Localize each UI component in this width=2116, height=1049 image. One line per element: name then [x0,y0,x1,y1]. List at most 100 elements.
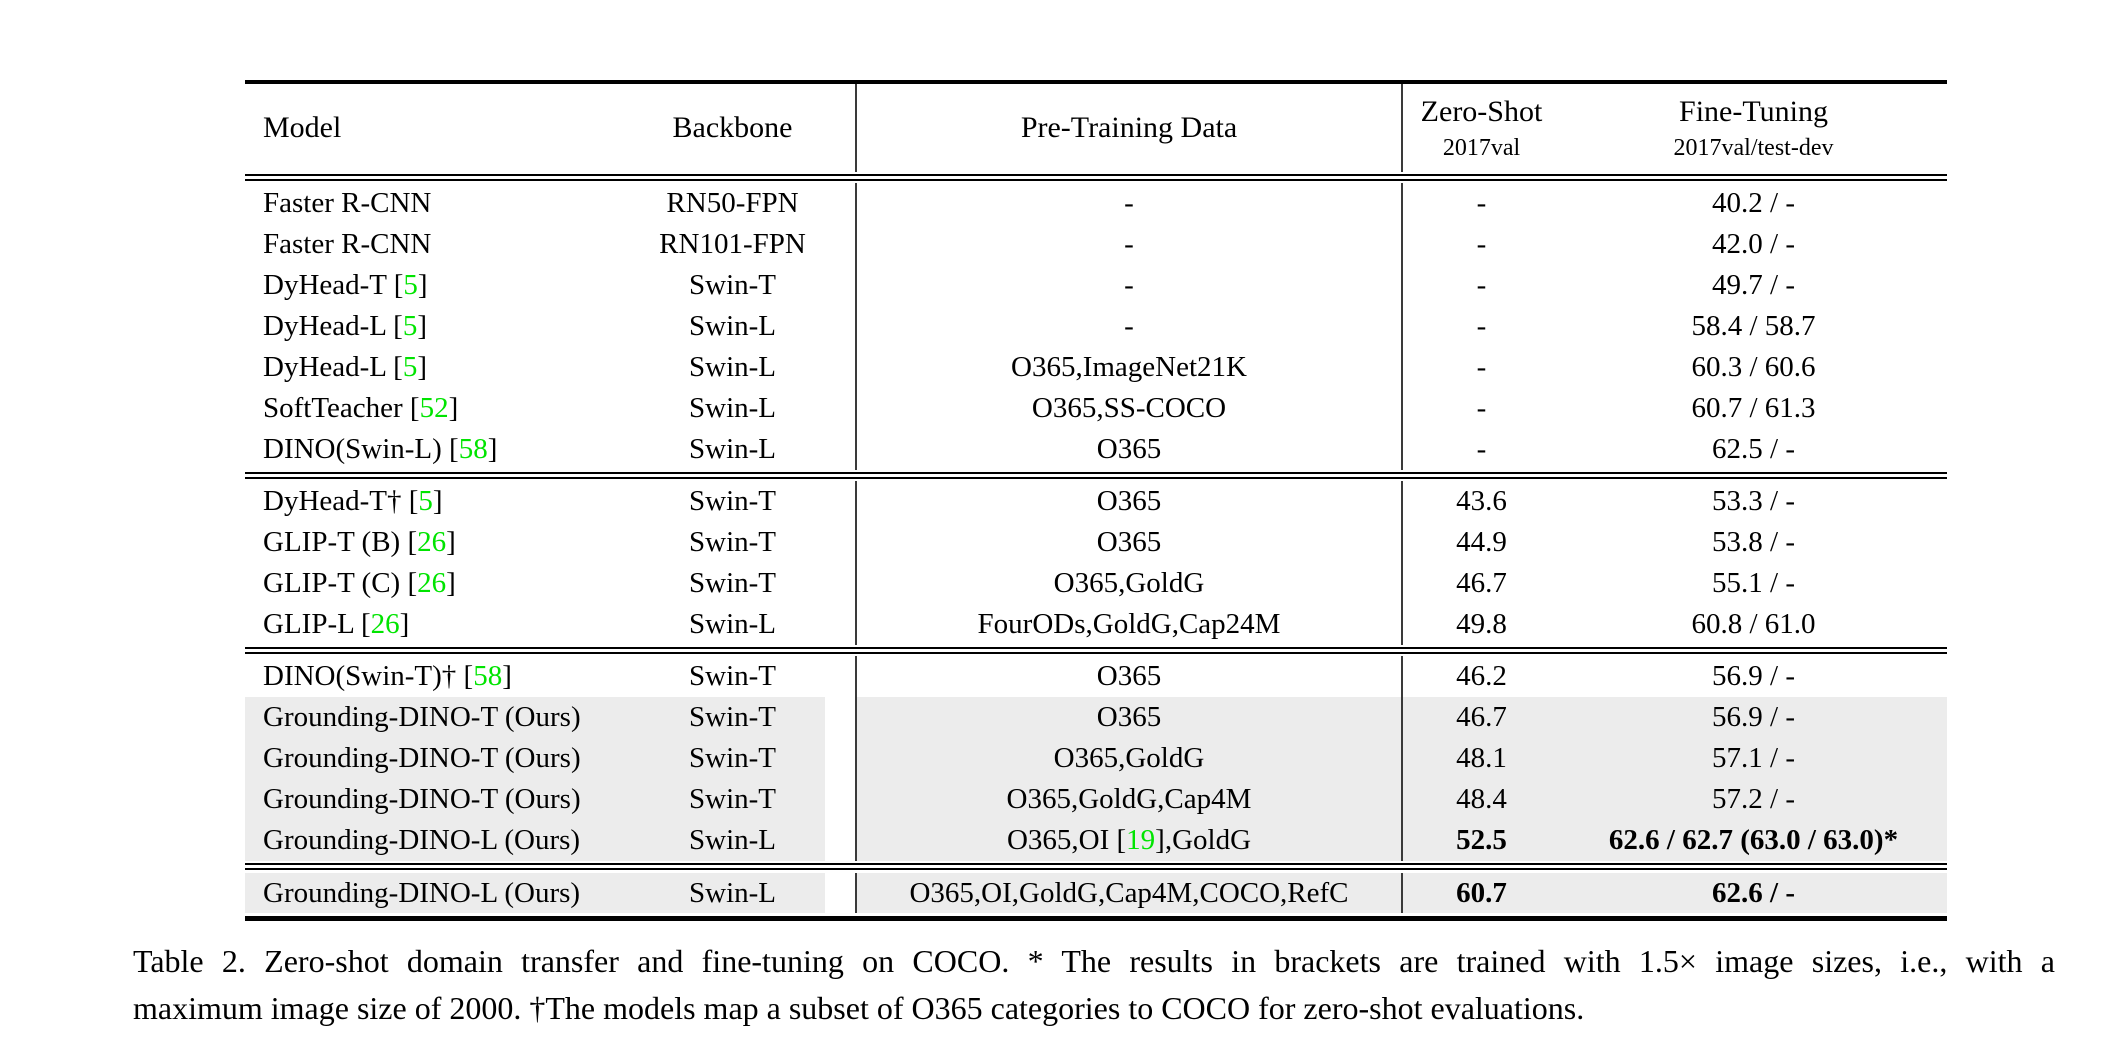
model-cell: Grounding-DINO-L (Ours) [245,873,610,913]
cell-text: Grounding-DINO-T (Ours) [263,783,581,815]
finetune-cell: 53.3 / - [1712,485,1795,517]
pretrain-cell: - [855,265,1401,306]
cell-text: Grounding-DINO-L (Ours) [263,876,581,909]
caption-line-1: Table 2. Zero-shot domain transfer and f… [133,943,2055,979]
finetune-cell: 56.9 / - [1712,660,1795,692]
pretrain-cell: O365,OI,GoldG,Cap4M,COCO,RefC [855,873,1401,913]
cell-text: O365,GoldG,Cap4M [1006,783,1252,815]
zeroshot-cell: 43.6 [1401,481,1560,522]
citation-link[interactable]: 26 [417,567,447,599]
cell-text: GLIP-T (B) [ [263,526,418,558]
citation-link[interactable]: 52 [419,392,449,424]
backbone-cell: Swin-T [689,526,776,558]
table-row: GLIP-L [26] Swin-L FourODs,GoldG,Cap24M 49.… [245,604,1947,645]
table-row: Grounding-DINO-L (Ours) Swin-L O365,OI [19… [245,820,1947,861]
finetune-cell: 60.7 / 61.3 [1691,392,1816,424]
table-row: DyHead-L [5] Swin-L O365,ImageNet21K - 60.3 … [245,347,1947,388]
table-body: Faster R-CNN RN50-FPN - -40.2 / - Faster R-C… [245,183,1947,913]
zeroshot-cell: 46.7 [1401,697,1560,738]
model-cell: Grounding-DINO-T (Ours) [245,738,610,779]
table-top-rule [245,80,1947,84]
table-row: DINO(Swin-L) [58] Swin-L O365 - 62.5 / - [245,429,1947,470]
pretrain-cell: O365,SS-COCO [855,388,1401,429]
cell-text: DyHead-T [ [263,269,404,301]
zeroshot-cell: - [1401,224,1560,265]
cell-text: O365,GoldG [1053,742,1205,774]
model-cell: Faster R-CNN [245,183,610,224]
table-block: Grounding-DINO-L (Ours) Swin-L O365,OI,Gol… [245,873,1947,913]
finetune-cell: 62.5 / - [1712,433,1795,465]
cell-text: - [1124,187,1134,219]
pretrain-cell: FourODs,GoldG,Cap24M [855,604,1401,645]
backbone-cell: Swin-L [610,873,855,913]
header-zeroshot-subtitle: 2017val [1442,135,1521,161]
cell-text: ] [417,351,428,383]
backbone-cell: Swin-L [689,608,776,640]
cell-text: O365 [1096,660,1162,692]
cell-text: ] [417,269,428,301]
finetune-cell: 57.1 / - [1560,738,1947,779]
cell-text: - [1124,310,1134,342]
backbone-cell: Swin-T [610,697,855,738]
header-separator-rule [245,174,1947,181]
model-cell: GLIP-T (C) [26] [245,563,610,604]
pretrain-cell: O365 [855,697,1401,738]
backbone-cell: Swin-T [610,738,855,779]
cell-text: ],GoldG [1155,824,1252,856]
model-cell: DyHead-L [5] [245,347,610,388]
header-pretrain: Pre-Training Data [855,84,1401,172]
table-row: Grounding-DINO-T (Ours) Swin-T O365,GoldG,… [245,779,1947,820]
citation-link[interactable]: 58 [458,433,488,465]
citation-link[interactable]: 5 [418,485,433,517]
table-row: Faster R-CNN RN101-FPN - - 42.0 / - [245,224,1947,265]
model-cell: DyHead-L [5] [245,306,610,347]
cell-text: ] [446,567,456,599]
zeroshot-cell: - [1401,347,1560,388]
model-cell: Grounding-DINO-T (Ours) [245,779,610,820]
zeroshot-cell: 46.7 [1401,563,1560,604]
table-bottom-rule [245,916,1947,921]
pretrain-cell: - [855,224,1401,265]
header-zeroshot: Zero-Shot 2017val [1401,84,1560,172]
backbone-cell: Swin-T [689,485,776,517]
citation-link[interactable]: 5 [403,269,418,301]
citation-link[interactable]: 19 [1126,824,1156,856]
header-finetune-subtitle: 2017val/test-dev [1673,135,1834,161]
cell-text: ] [432,485,443,517]
model-cell: DyHead-T† [5] [245,481,610,522]
table-row: DyHead-L [5] Swin-L - - 58.4 / 58.7 [245,306,1947,347]
cell-text: DyHead-L [ [263,351,403,383]
model-cell: DINO(Swin-L) [58] [245,429,610,470]
table-row: GLIP-T (B) [26] Swin-T O365 44.9 53.8 / - [245,522,1947,563]
backbone-cell: Swin-T [689,660,776,692]
backbone-cell: Swin-T [689,269,776,301]
citation-link[interactable]: 5 [402,310,418,342]
pretrain-cell: O365 [855,522,1401,563]
citation-link[interactable]: 58 [473,660,503,692]
cell-text: ] [502,660,512,692]
caption-line-2: maximum image size of 2000. †The models … [133,990,1585,1026]
table-block: Faster R-CNN RN50-FPN - -40.2 / - Faster R-C… [245,183,1947,470]
citation-link[interactable]: 26 [370,608,400,640]
citation-link[interactable]: 26 [417,526,447,558]
citation-link[interactable]: 5 [402,351,418,383]
header-finetune-title: Fine-Tuning [1679,95,1828,128]
cell-text: GLIP-T (C) [ [263,567,418,599]
cell-text: O365 [1096,526,1162,558]
cell-text: ] [446,526,456,558]
zeroshot-cell: - [1401,429,1560,470]
pretrain-cell: O365,OI [19],GoldG [855,820,1401,861]
model-cell: SoftTeacher [52] [245,388,610,429]
table-row: DyHead-T† [5] Swin-T O365 43.6 53.3 / - [245,481,1947,522]
block-separator-rule [245,472,1947,479]
header-finetune: Fine-Tuning 2017val/test-dev [1560,84,1947,172]
backbone-cell: RN101-FPN [659,228,806,260]
cell-text: DyHead-L [ [263,310,403,342]
cell-text: Grounding-DINO-T (Ours) [263,701,581,733]
cell-text: - [1124,228,1134,260]
cell-text: GLIP-L [ [263,608,371,640]
cell-text: DyHead-T† [ [263,485,419,517]
zeroshot-cell: 49.8 [1401,604,1560,645]
model-cell: GLIP-L [26] [245,604,610,645]
